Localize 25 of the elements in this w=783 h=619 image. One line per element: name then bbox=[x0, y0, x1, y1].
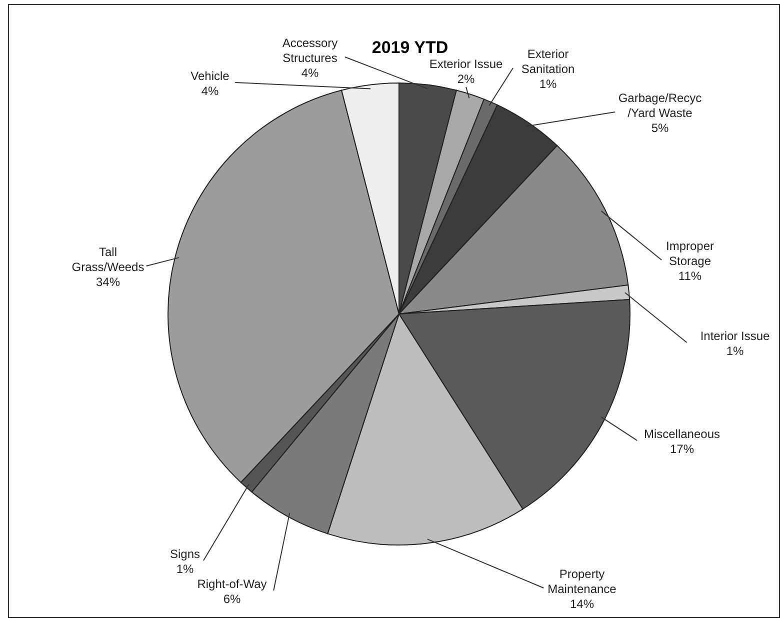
data-label: 5% bbox=[651, 121, 669, 135]
slice-label: Improper Storage bbox=[666, 239, 714, 268]
slice-label: Exterior Issue bbox=[429, 57, 504, 71]
data-label: 1% bbox=[539, 77, 557, 91]
data-label: 4% bbox=[301, 66, 319, 80]
slice-label: Tall Grass/Weeds bbox=[72, 245, 144, 274]
slice-label: Accessory Structures bbox=[282, 36, 338, 65]
slice-label: Exterior Sanitation bbox=[521, 47, 575, 76]
data-label: 1% bbox=[726, 344, 744, 358]
data-label: 17% bbox=[670, 442, 694, 456]
data-label: 4% bbox=[201, 84, 219, 98]
data-label: 14% bbox=[570, 597, 594, 611]
data-label: 34% bbox=[96, 275, 120, 289]
slice-label: Right-of-Way bbox=[197, 577, 267, 591]
data-label: 1% bbox=[176, 562, 194, 576]
data-label: 2% bbox=[457, 72, 475, 86]
slice-label: Garbage/Recyc /Yard Waste bbox=[618, 91, 702, 120]
slice-label: Miscellaneous bbox=[644, 427, 720, 441]
slice-label: Signs bbox=[170, 547, 200, 561]
slice-label: Property Maintenance bbox=[548, 567, 617, 596]
data-label: 6% bbox=[223, 592, 241, 606]
slice-label: Interior Issue bbox=[700, 329, 770, 343]
data-label: 11% bbox=[678, 269, 702, 283]
chart-title: 2019 YTD bbox=[372, 38, 448, 57]
slice-label: Vehicle bbox=[190, 69, 230, 83]
